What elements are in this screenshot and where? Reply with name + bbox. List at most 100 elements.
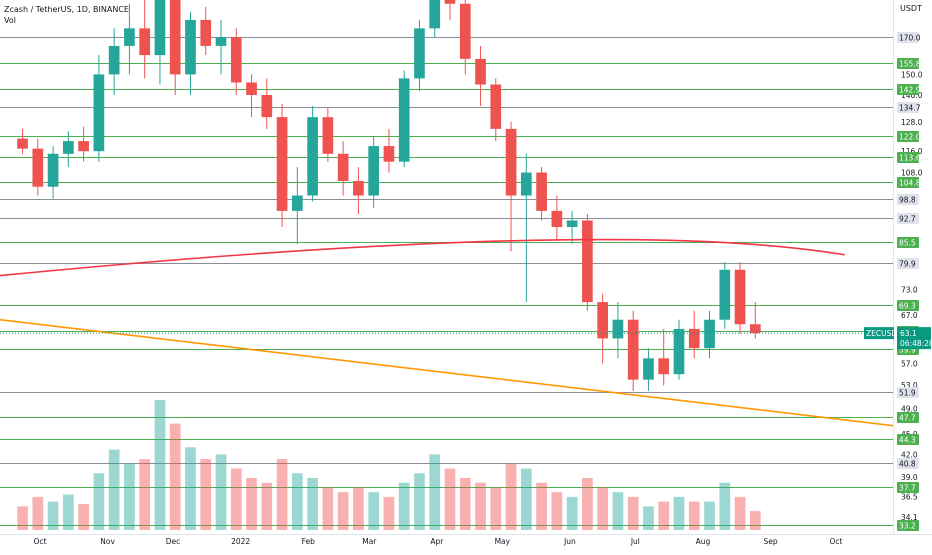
price-tick-label: 67.0 <box>901 311 918 320</box>
symbol-tag-label: ZECUSDT <box>866 329 902 338</box>
candle-body <box>444 0 456 4</box>
level-tag <box>897 237 919 248</box>
time-tick-label: Feb <box>302 537 316 546</box>
candle <box>139 0 151 79</box>
candle-body <box>276 117 288 211</box>
time-tick-label: Dec <box>166 537 181 546</box>
level-tag <box>897 152 919 163</box>
candle <box>47 146 59 199</box>
level-tag <box>897 434 919 445</box>
candle <box>475 45 486 106</box>
level-tag <box>897 32 919 43</box>
candle-body <box>719 269 731 320</box>
candle <box>414 19 425 91</box>
price-tick-label: 150.0 <box>901 70 923 79</box>
candle <box>704 310 715 359</box>
candle <box>749 302 761 339</box>
candle-body <box>63 141 74 154</box>
volume-bars <box>17 400 761 530</box>
candle-body <box>124 28 135 46</box>
candle-body <box>32 148 44 187</box>
candles <box>17 0 761 391</box>
level-tag-label: 142.9 <box>899 86 921 95</box>
candle-body <box>108 45 120 75</box>
level-tag-label: 134.7 <box>899 104 921 113</box>
level-tag <box>897 412 919 423</box>
candle-body <box>414 28 425 79</box>
volume-bar <box>566 496 578 530</box>
volume-bar <box>47 501 59 530</box>
candle-body <box>704 319 715 349</box>
volume-bar <box>108 449 120 530</box>
candle <box>505 121 517 252</box>
volume-bar <box>704 501 715 530</box>
volume-bar <box>475 482 486 530</box>
candle <box>429 0 441 37</box>
level-tag-label: 98.8 <box>899 196 916 205</box>
volume-bar <box>200 459 212 530</box>
level-tag-label: 79.9 <box>899 260 916 269</box>
candle-body <box>246 82 257 96</box>
volume-bar <box>353 487 364 530</box>
price-tick-label: 73.0 <box>901 286 918 295</box>
level-tag-label: 47.7 <box>899 414 916 423</box>
volume-bar <box>17 506 28 530</box>
candle-body <box>383 146 395 162</box>
candle <box>261 78 273 129</box>
candle <box>322 108 334 162</box>
level-tag <box>897 58 919 69</box>
candle-body <box>47 153 59 187</box>
candle-body <box>337 153 349 181</box>
price-tick-label: 49.0 <box>901 405 918 414</box>
level-tag <box>897 131 919 142</box>
time-tick-label: May <box>495 537 511 546</box>
candle <box>63 131 74 168</box>
volume-bar <box>643 506 654 530</box>
candle-body <box>566 220 578 228</box>
candle-body <box>734 269 746 325</box>
chart-legend: Zcash / TetherUS, 1D, BINANCE Vol <box>4 4 129 26</box>
volume-bar <box>78 504 89 530</box>
candle-body <box>368 146 380 196</box>
time-tick-label: Apr <box>430 537 444 546</box>
candle-body <box>505 128 517 196</box>
level-tag <box>897 84 919 95</box>
level-tag <box>897 387 919 398</box>
price-tick-label: 57.0 <box>901 360 918 369</box>
candle <box>459 0 471 75</box>
candle <box>383 128 395 173</box>
level-tag-label: 59.9 <box>899 346 916 355</box>
volume-bar <box>185 447 196 530</box>
level-tag-label: 92.7 <box>899 215 916 224</box>
candle <box>398 70 410 168</box>
candle-body <box>154 0 166 56</box>
candle <box>658 328 670 386</box>
candle-body <box>627 319 639 380</box>
candle-body <box>307 117 318 196</box>
candle <box>93 55 105 162</box>
arc-resistance-line <box>0 238 845 277</box>
volume-bar <box>261 482 273 530</box>
price-tick-label: 36.5 <box>901 493 918 502</box>
candle <box>566 210 578 245</box>
candle <box>612 302 624 359</box>
candle-body <box>215 37 227 46</box>
candle-body <box>551 210 563 228</box>
candle-body <box>398 78 410 162</box>
symbol-tag <box>864 327 894 340</box>
level-tag <box>897 520 919 531</box>
price-tick-label: 108.0 <box>901 169 923 178</box>
candle <box>673 319 685 380</box>
candle <box>734 262 746 334</box>
volume-bar <box>582 478 593 530</box>
volume-bar <box>429 454 441 530</box>
volume-bar <box>383 496 395 530</box>
candle-body <box>658 358 670 375</box>
time-tick-label: Jun <box>563 537 576 546</box>
candle-countdown: 06:48:28 <box>900 339 932 348</box>
candle-body <box>185 19 196 75</box>
volume-bar <box>673 496 685 530</box>
